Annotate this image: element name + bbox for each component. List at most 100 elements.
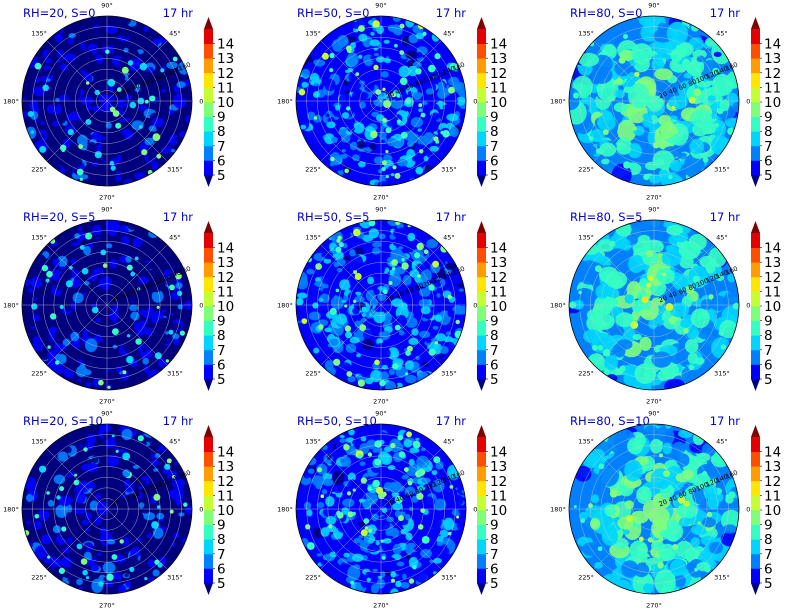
heatmap-cell: [458, 505, 466, 516]
colorbar-tick-label: 10: [217, 503, 234, 519]
colorbar-tick-label: 11: [764, 80, 781, 96]
colorbar-tick-label: 13: [764, 459, 781, 475]
radial-tick-label: 20: [385, 498, 396, 509]
heatmap-cell: [420, 268, 432, 283]
angle-tick-label: 225°: [305, 165, 321, 173]
heatmap-cell: [54, 282, 65, 291]
heatmap-spot: [30, 130, 35, 134]
heatmap-cell: [169, 253, 177, 259]
heatmap-cell: [70, 119, 81, 128]
heatmap-cell: [591, 65, 613, 84]
heatmap-cell: [631, 43, 653, 65]
heatmap-cell: [376, 257, 388, 270]
heatmap-spot: [725, 494, 731, 500]
heatmap-cell: [51, 544, 62, 555]
heatmap-cell: [390, 527, 400, 538]
colorbar-tick-label: 6: [490, 561, 499, 577]
angular-gridline: [653, 508, 715, 570]
heatmap-spot: [105, 49, 110, 54]
polar-frame: [568, 423, 740, 595]
heatmap-spot: [107, 385, 111, 389]
heatmap-cell: [151, 161, 159, 170]
heatmap-cell: [296, 519, 305, 528]
heatmap-spot: [448, 531, 452, 536]
heatmap-cell: [435, 333, 446, 342]
heatmap-cell: [339, 92, 352, 107]
heatmap-spot: [374, 458, 382, 466]
panel-time: 17 hr: [163, 210, 194, 224]
heatmap-spot: [298, 88, 306, 96]
heatmap-cell: [94, 516, 102, 525]
heatmap-cell: [385, 380, 397, 390]
angular-gridline: [46, 244, 108, 306]
heatmap-spot: [42, 84, 49, 92]
heatmap-spot: [597, 546, 603, 552]
colorbar-bin: [751, 553, 760, 569]
heatmap-cell: [639, 336, 652, 351]
heatmap-spot: [609, 489, 618, 498]
heatmap-spot: [126, 355, 134, 364]
heatmap-spot: [420, 112, 426, 118]
heatmap-cell: [62, 338, 71, 346]
heatmap-spot: [428, 64, 436, 73]
heatmap-spot: [412, 565, 417, 570]
heatmap-cell: [177, 503, 185, 510]
heatmap-cell: [591, 448, 605, 461]
heatmap-cell: [663, 521, 684, 542]
heatmap-spot: [694, 567, 698, 572]
angle-tick-label: 225°: [305, 369, 321, 377]
heatmap-spot: [643, 372, 650, 378]
heatmap-cell: [378, 331, 388, 338]
heatmap-cell: [151, 117, 165, 127]
heatmap-spot: [652, 240, 657, 246]
colorbar-tick-label: 11: [490, 284, 507, 300]
angular-gridline: [46, 508, 108, 570]
heatmap-cell: [148, 553, 154, 559]
heatmap-cell: [442, 104, 450, 110]
heatmap-cell: [83, 72, 91, 81]
heatmap-cell: [87, 330, 96, 339]
heatmap-cell: [358, 498, 365, 503]
heatmap-cell: [391, 24, 402, 35]
colorbar-extend-min: [204, 175, 213, 187]
colorbar-bin: [751, 72, 760, 88]
angular-gridline: [46, 100, 108, 162]
heatmap-cell: [74, 253, 81, 259]
colorbar-bin: [204, 437, 213, 452]
radial-tick-label: 40: [667, 290, 678, 301]
heatmap-spot: [85, 119, 92, 125]
angle-tick-label: 315°: [167, 369, 183, 377]
heatmap-cell: [383, 496, 396, 504]
heatmap-spot: [110, 165, 116, 171]
heatmap-cell: [105, 221, 112, 227]
heatmap-cell: [159, 269, 165, 274]
heatmap-cell: [308, 468, 315, 474]
colorbar-bin: [204, 87, 213, 103]
angular-gridline: [593, 508, 655, 570]
heatmap-spot: [368, 220, 376, 227]
colorbar-tick-label: 11: [217, 80, 234, 96]
heatmap-spot: [85, 232, 93, 240]
panel-time: 17 hr: [163, 414, 194, 428]
heatmap-cell: [637, 176, 651, 186]
colorbar-bin: [477, 451, 486, 467]
heatmap-cell: [49, 349, 58, 355]
colorbar-tick-label: 10: [490, 299, 507, 315]
heatmap-cell: [47, 49, 59, 59]
heatmap-cell: [445, 331, 451, 336]
colorbar-bin: [204, 451, 213, 467]
heatmap-cell: [674, 574, 686, 588]
heatmap-spot: [378, 492, 385, 500]
heatmap-cell: [76, 378, 82, 382]
heatmap-cell: [404, 374, 417, 384]
colorbar-tick-label: 12: [217, 66, 234, 82]
heatmap-spot: [363, 518, 370, 524]
heatmap-cell: [300, 112, 310, 122]
colorbar-bin: [204, 306, 213, 321]
heatmap-cell: [107, 454, 120, 468]
heatmap-cell: [74, 491, 86, 504]
heatmap-cell: [403, 326, 409, 333]
heatmap-spot: [169, 284, 175, 291]
heatmap-cell: [725, 117, 739, 129]
heatmap-cell: [430, 123, 441, 131]
